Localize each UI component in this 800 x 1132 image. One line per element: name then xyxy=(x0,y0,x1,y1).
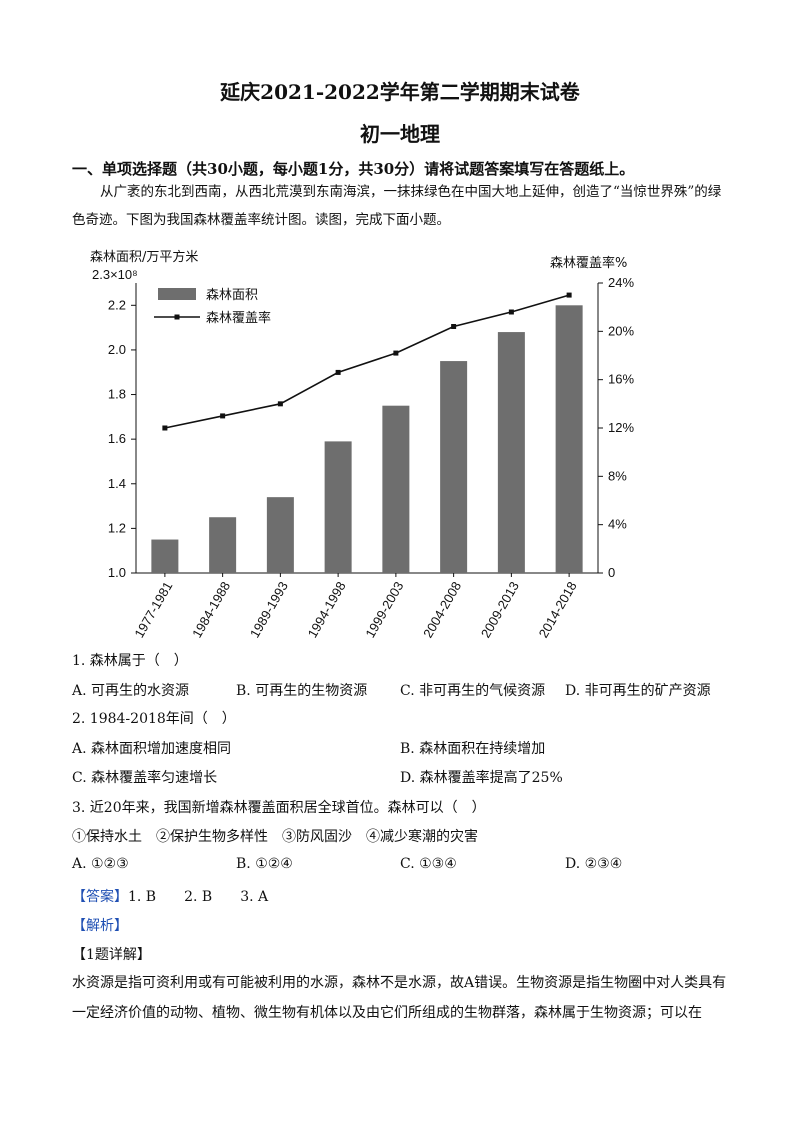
x-tick-label: 1977-1981 xyxy=(131,579,175,640)
legend-bar-label: 森林面积 xyxy=(206,288,258,303)
legend-line-marker xyxy=(174,314,180,320)
page-subtitle: 初一地理 xyxy=(360,122,440,146)
question-3-option-d: D. ②③④ xyxy=(565,856,623,872)
question-1-option-d: D. 非可再生的矿产资源 xyxy=(565,683,711,699)
question-1-stem: 1. 森林属于（ ） xyxy=(72,653,188,669)
question-2-option-d: D. 森林覆盖率提高了25% xyxy=(400,770,563,786)
left-tick-label: 1.2 xyxy=(108,520,126,535)
left-tick-label: 2.2 xyxy=(108,297,126,312)
right-tick-label: 20% xyxy=(608,323,634,338)
right-axis-title: 森林覆盖率% xyxy=(550,255,627,271)
left-tick-label: 2.0 xyxy=(108,342,126,357)
bar-forest-area xyxy=(266,497,294,573)
point-forest-coverage xyxy=(162,425,168,431)
right-tick-label: 16% xyxy=(608,372,634,387)
answer-item: 2. B xyxy=(184,889,213,905)
point-forest-coverage xyxy=(393,350,399,356)
answer-block: 【答案】1. B 2. B 3. A xyxy=(72,886,268,906)
right-tick-label: 0 xyxy=(608,565,615,580)
left-tick-label: 1.0 xyxy=(108,565,126,580)
question-2-option-c: C. 森林覆盖率匀速增长 xyxy=(72,770,218,786)
x-tick-label: 1989-1993 xyxy=(247,579,291,640)
point-forest-coverage xyxy=(220,413,226,419)
question-2-option-b: B. 森林面积在持续增加 xyxy=(400,741,546,757)
question-3-option-a: A. ①②③ xyxy=(72,856,129,872)
left-tick-label: 1.4 xyxy=(108,476,126,491)
answer-item: 3. A xyxy=(240,889,269,905)
legend-line-label: 森林覆盖率 xyxy=(206,310,271,326)
question-2-stem: 2. 1984-2018年间（ ） xyxy=(72,711,236,727)
bar-forest-area xyxy=(209,517,237,573)
answer-label: 【答案】 xyxy=(72,889,128,905)
page-title: 延庆2021-2022学年第二学期期末试卷 xyxy=(220,80,580,104)
point-forest-coverage xyxy=(508,309,514,315)
line-forest-coverage xyxy=(164,294,570,429)
bar-forest-area xyxy=(382,405,410,573)
forest-chart: 森林面积/万平方米 森林覆盖率% 2.3×10⁸ 1.0 1.2 1.4 1.6 1.8 2.0… xyxy=(90,249,634,640)
right-tick-label: 24% xyxy=(608,275,634,290)
left-tick-label: 1.6 xyxy=(108,431,126,446)
x-tick-label: 1999-2003 xyxy=(362,579,406,640)
section-heading: 一、单项选择题（共30小题，每小题1分，共30分）请将试题答案填写在答题纸上。 xyxy=(72,160,635,178)
x-tick-label: 2014-2018 xyxy=(536,579,580,640)
intro-paragraph: 从广袤的东北到西南，从西北荒漠到东南海滨，一抹抹绿色在中国大地上延伸，创造了“当… xyxy=(72,184,722,228)
point-forest-coverage xyxy=(277,401,283,407)
left-tick-label: 1.8 xyxy=(108,387,126,402)
x-tick-label: 1984-1988 xyxy=(189,579,233,640)
question-3-option-c: C. ①③④ xyxy=(400,856,457,872)
question-3-statements: ①保持水土 ②保护生物多样性 ③防风固沙 ④减少寒潮的灾害 xyxy=(72,829,478,845)
x-tick-label: 1994-1998 xyxy=(305,579,349,640)
answer-item: 1. B xyxy=(128,889,157,905)
question-1-option-c: C. 非可再生的气候资源 xyxy=(400,683,546,699)
x-tick-label: 2009-2013 xyxy=(478,579,522,640)
question-1-option-a: A. 可再生的水资源 xyxy=(72,683,190,699)
question-1-option-b: B. 可再生的生物资源 xyxy=(236,683,368,699)
point-forest-coverage xyxy=(451,324,457,329)
x-tick-label: 2004-2008 xyxy=(420,579,464,640)
right-tick-label: 12% xyxy=(608,420,634,435)
right-tick-label: 4% xyxy=(608,517,627,532)
analysis-text: 水资源是指可资利用或有可能被利用的水源，森林不是水源，故A错误。生物资源是指生物… xyxy=(72,975,727,1021)
question-3-option-b: B. ①②④ xyxy=(236,856,293,872)
bar-forest-area xyxy=(440,361,468,573)
point-forest-coverage xyxy=(335,369,341,375)
analysis-detail-label: 【1题详解】 xyxy=(72,947,151,963)
bar-forest-area xyxy=(151,539,179,573)
analysis-label: 【解析】 xyxy=(72,918,128,934)
bar-forest-area xyxy=(555,305,583,573)
left-axis-title: 森林面积/万平方米 xyxy=(90,249,198,265)
legend-bar-swatch xyxy=(158,288,196,300)
question-2-option-a: A. 森林面积增加速度相同 xyxy=(72,741,232,757)
left-axis-exponent: 2.3×10⁸ xyxy=(92,267,138,282)
right-tick-label: 8% xyxy=(608,468,627,483)
point-forest-coverage xyxy=(566,292,572,298)
question-3-stem: 3. 近20年来，我国新增森林覆盖面积居全球首位。森林可以（ ） xyxy=(72,800,486,816)
bar-forest-area xyxy=(324,441,352,573)
bar-forest-area xyxy=(497,332,525,573)
